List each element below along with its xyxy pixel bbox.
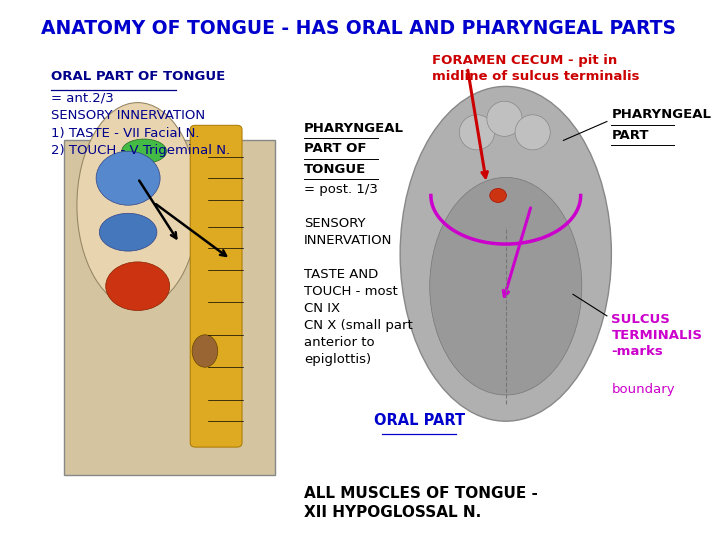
Text: = post. 1/3

SENSORY
INNERVATION

TASTE AND
TOUCH - most
CN IX
CN X (small part
: = post. 1/3 SENSORY INNERVATION TASTE AN… (304, 183, 413, 366)
Text: SULCUS
TERMINALIS
-marks: SULCUS TERMINALIS -marks (611, 313, 703, 358)
Text: = ant.2/3
SENSORY INNERVATION
1) TASTE - VII Facial N.
2) TOUCH - V Trigeminal N: = ant.2/3 SENSORY INNERVATION 1) TASTE -… (51, 92, 230, 157)
Text: ANATOMY OF TONGUE - HAS ORAL AND PHARYNGEAL PARTS: ANATOMY OF TONGUE - HAS ORAL AND PHARYNG… (41, 19, 676, 38)
FancyBboxPatch shape (64, 140, 275, 475)
Text: PHARYNGEAL: PHARYNGEAL (304, 122, 404, 134)
Ellipse shape (96, 151, 160, 205)
Text: ORAL PART: ORAL PART (374, 413, 465, 428)
Ellipse shape (122, 139, 166, 163)
FancyBboxPatch shape (190, 125, 242, 447)
Ellipse shape (99, 213, 157, 251)
Text: FORAMEN CECUM - pit in
midline of sulcus terminalis: FORAMEN CECUM - pit in midline of sulcus… (432, 54, 639, 83)
Text: ALL MUSCLES OF TONGUE -
XII HYPOGLOSSAL N.: ALL MUSCLES OF TONGUE - XII HYPOGLOSSAL … (304, 486, 538, 519)
Ellipse shape (106, 262, 170, 310)
Circle shape (490, 188, 506, 202)
Ellipse shape (77, 103, 199, 308)
Text: PHARYNGEAL: PHARYNGEAL (611, 108, 711, 121)
Ellipse shape (400, 86, 611, 421)
Text: PART: PART (611, 129, 649, 141)
Text: PART OF: PART OF (304, 142, 366, 155)
Ellipse shape (192, 335, 217, 367)
Ellipse shape (459, 115, 495, 150)
Text: ORAL PART OF TONGUE: ORAL PART OF TONGUE (51, 70, 225, 83)
Ellipse shape (430, 177, 582, 395)
Text: TONGUE: TONGUE (304, 163, 366, 176)
Ellipse shape (515, 115, 550, 150)
Text: boundary: boundary (611, 383, 675, 396)
Ellipse shape (487, 102, 522, 137)
